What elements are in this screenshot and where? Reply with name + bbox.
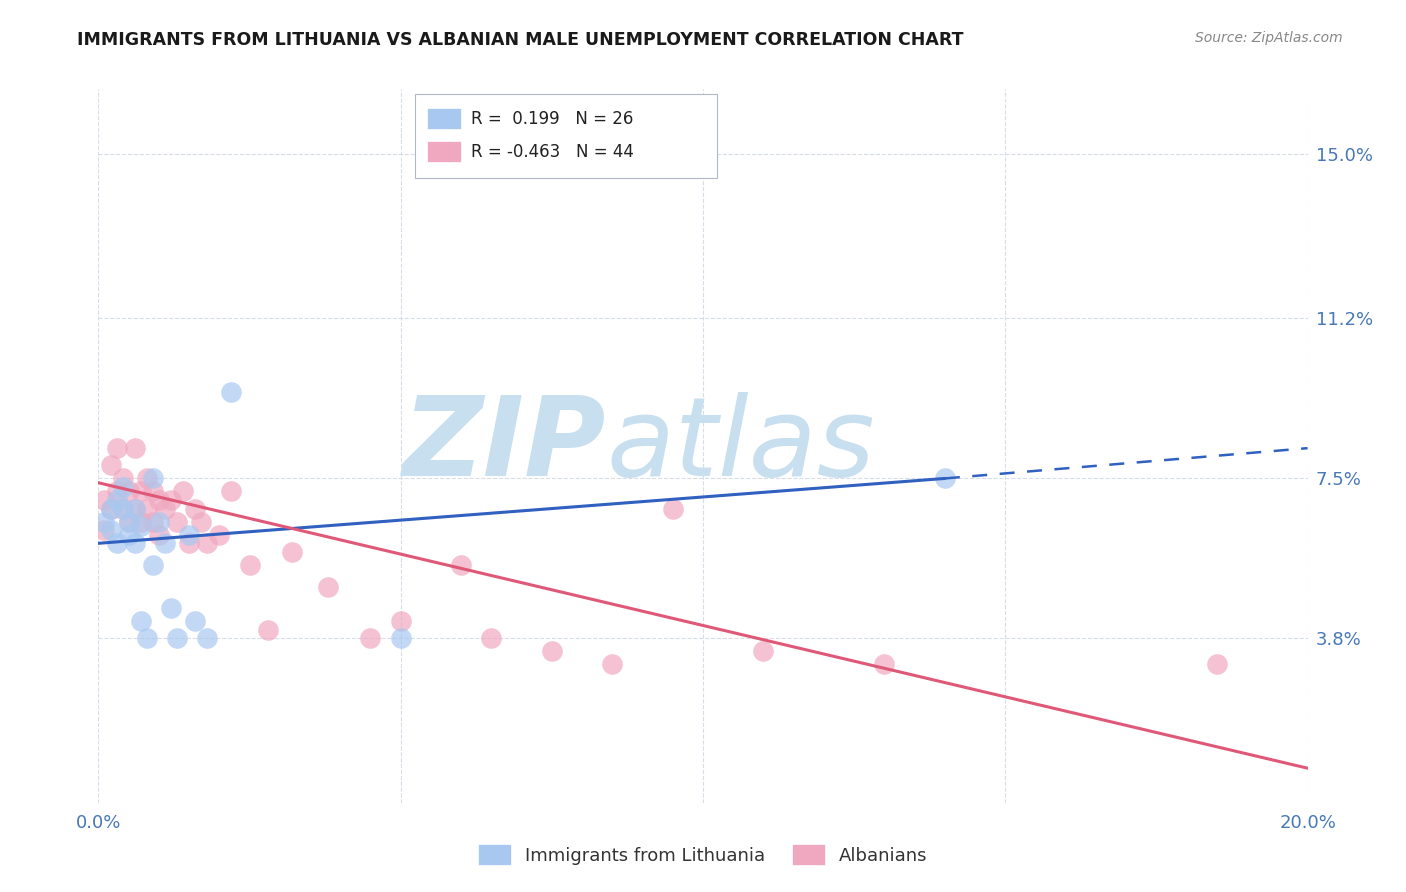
Point xyxy=(752,644,775,658)
Point xyxy=(118,515,141,529)
Text: R = -0.463   N = 44: R = -0.463 N = 44 xyxy=(471,143,634,161)
Point xyxy=(602,657,624,672)
Text: R =  0.199   N = 26: R = 0.199 N = 26 xyxy=(471,110,633,128)
Point xyxy=(184,501,207,516)
Point xyxy=(153,536,176,550)
Point xyxy=(179,527,201,541)
Point xyxy=(148,527,170,541)
Point xyxy=(221,484,243,499)
Point xyxy=(172,484,194,499)
Point xyxy=(124,501,146,516)
Point xyxy=(142,558,165,572)
Point xyxy=(105,536,128,550)
Point xyxy=(148,493,170,508)
Point xyxy=(450,558,472,572)
Point xyxy=(540,644,562,658)
Point xyxy=(142,484,165,499)
Point xyxy=(190,515,212,529)
Point xyxy=(360,632,382,646)
Point xyxy=(661,501,683,516)
Point xyxy=(93,515,115,529)
Point xyxy=(100,501,122,516)
Point xyxy=(135,471,157,485)
Point xyxy=(118,484,141,499)
Point xyxy=(105,441,128,455)
Point xyxy=(129,614,152,628)
Point xyxy=(281,545,304,559)
Point xyxy=(148,515,170,529)
Legend: Immigrants from Lithuania, Albanians: Immigrants from Lithuania, Albanians xyxy=(471,837,935,872)
Text: ZIP: ZIP xyxy=(402,392,606,500)
Point xyxy=(100,501,122,516)
Point xyxy=(111,501,134,516)
Point xyxy=(184,614,207,628)
Point xyxy=(111,501,134,516)
Point xyxy=(105,493,128,508)
Point xyxy=(111,471,134,485)
Point xyxy=(166,515,188,529)
Point xyxy=(316,580,339,594)
Point xyxy=(124,441,146,455)
Point xyxy=(129,515,152,529)
Point xyxy=(142,515,165,529)
Point xyxy=(118,515,141,529)
Point xyxy=(124,501,146,516)
Point xyxy=(389,632,412,646)
Point xyxy=(239,558,262,572)
Point xyxy=(208,527,231,541)
Point xyxy=(111,480,134,494)
Point xyxy=(105,484,128,499)
Point xyxy=(153,501,176,516)
Point xyxy=(135,501,157,516)
Point xyxy=(166,632,188,646)
Point xyxy=(179,536,201,550)
Point xyxy=(100,524,122,538)
Point xyxy=(118,527,141,541)
Text: Source: ZipAtlas.com: Source: ZipAtlas.com xyxy=(1195,31,1343,45)
Point xyxy=(124,536,146,550)
Point xyxy=(873,657,896,672)
Point xyxy=(389,614,412,628)
Point xyxy=(934,471,956,485)
Point xyxy=(129,484,152,499)
Point xyxy=(129,519,152,533)
Point xyxy=(135,632,157,646)
Point xyxy=(221,384,243,399)
Text: atlas: atlas xyxy=(606,392,875,500)
Point xyxy=(93,524,115,538)
Point xyxy=(195,632,218,646)
Point xyxy=(481,632,503,646)
Point xyxy=(142,471,165,485)
Point xyxy=(93,493,115,508)
Point xyxy=(160,493,183,508)
Point xyxy=(160,601,183,615)
Point xyxy=(100,458,122,473)
Point xyxy=(1206,657,1229,672)
Text: IMMIGRANTS FROM LITHUANIA VS ALBANIAN MALE UNEMPLOYMENT CORRELATION CHART: IMMIGRANTS FROM LITHUANIA VS ALBANIAN MA… xyxy=(77,31,965,49)
Point xyxy=(195,536,218,550)
Point xyxy=(256,623,278,637)
